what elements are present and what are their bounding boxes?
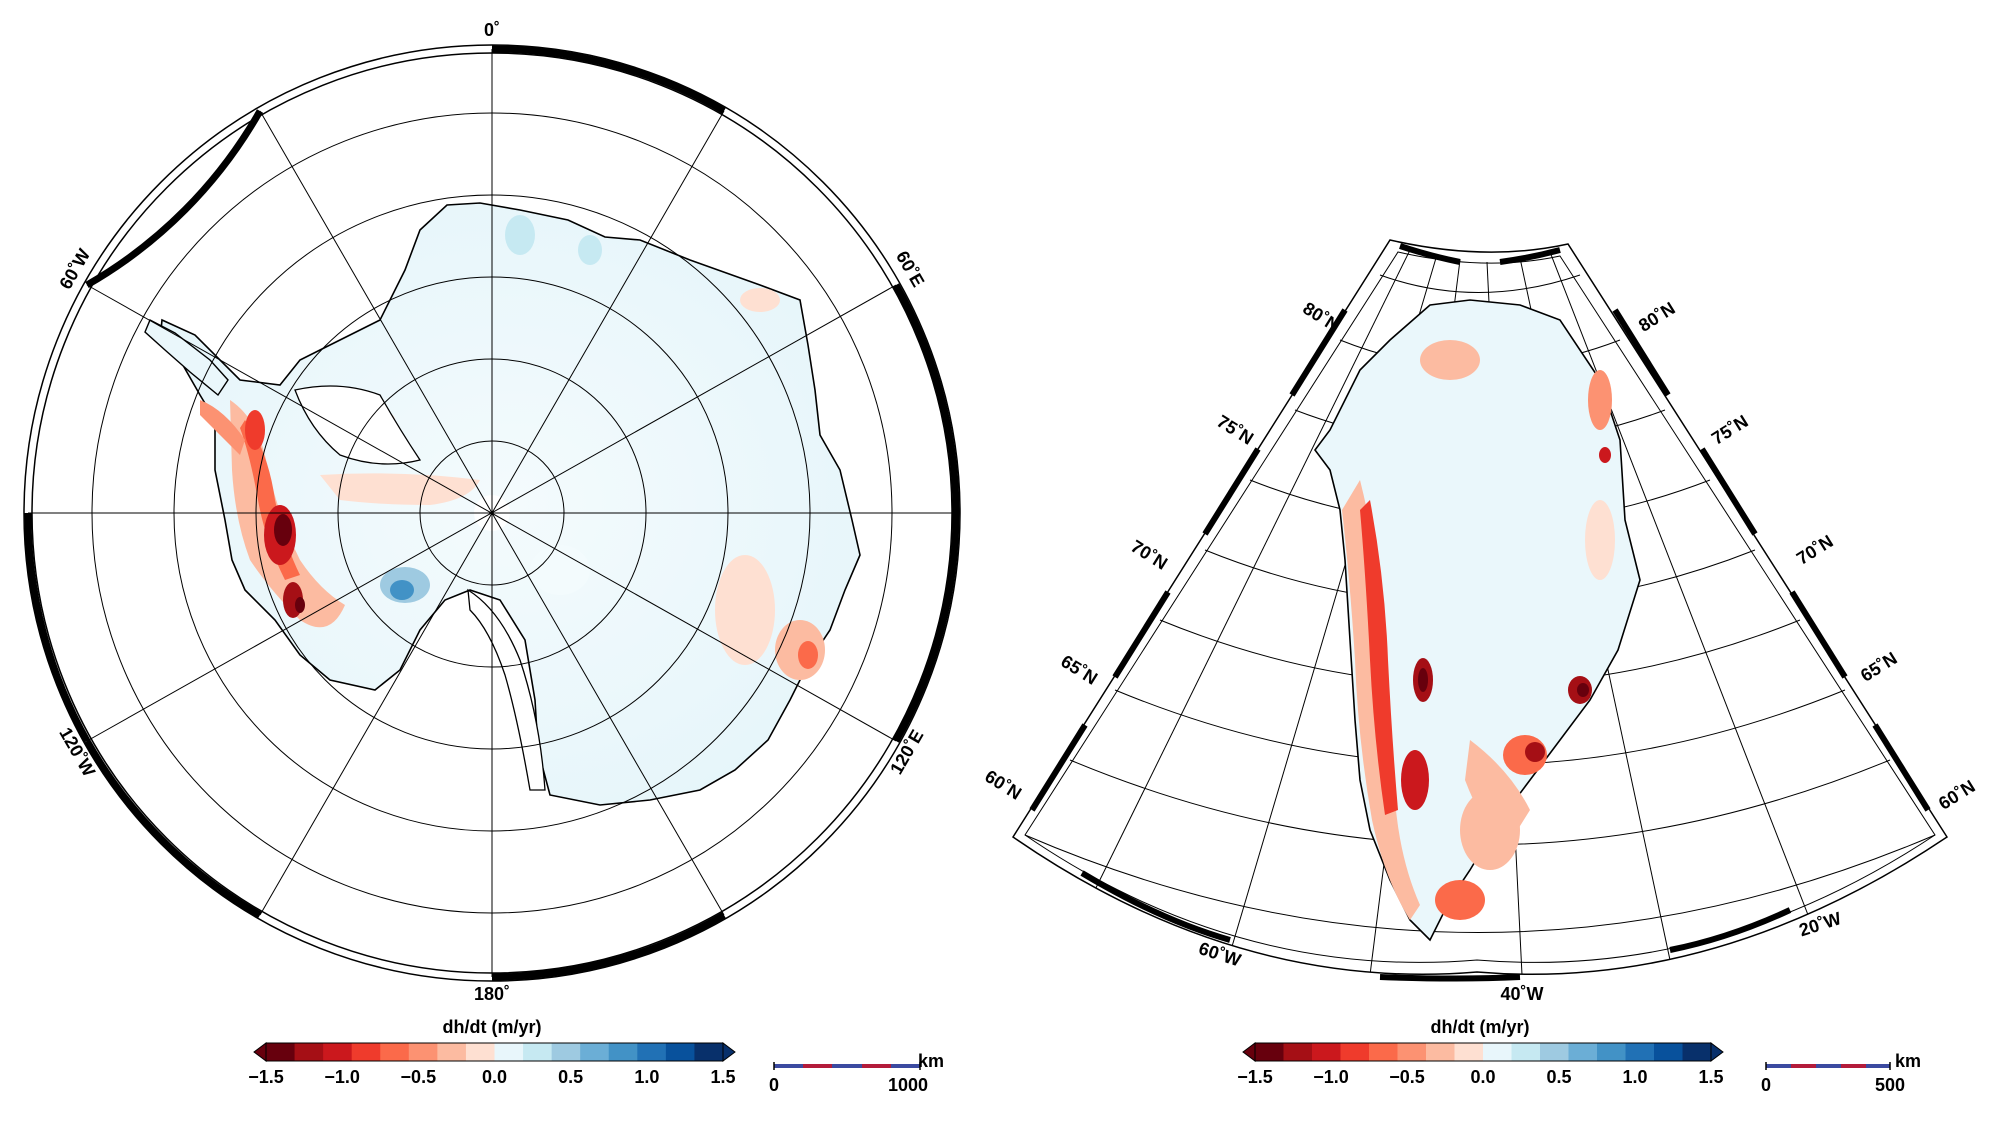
ant-colorbar-ticks: −1.5 −1.0 −0.5 0.0 0.5 1.0 1.5 [248,1067,735,1087]
grl-colorbar-swatch [1540,1043,1569,1061]
grl-colorbar-swatch [1597,1043,1626,1061]
grl-colorbar-tick-label: −1.0 [1313,1067,1349,1087]
ant-colorbar-tick-label: −1.0 [324,1067,360,1087]
antarctica-graticule [28,49,956,977]
ronne-ice-shelf [294,385,422,465]
grl-colorbar-swatch [1426,1043,1455,1061]
greenland-frame-bars [1029,243,1931,982]
ant-colorbar [253,1042,736,1062]
ant-colorbar-swatch [437,1043,467,1061]
ant-colorbar-tick-label: −0.5 [401,1067,437,1087]
grl-colorbar-title: dh/dt (m/yr) [1431,1017,1530,1037]
grl-colorbar-tick-label: −1.5 [1237,1067,1273,1087]
ant-colorbar-swatch [323,1043,353,1061]
ant-colorbar-swatch [266,1043,296,1061]
grl-colorbar-swatch [1312,1043,1341,1061]
grl-lon-label-40w: 40˚W [1500,984,1543,1004]
grl-colorbar-swatch [1625,1043,1655,1061]
ant-colorbar-swatch [494,1043,524,1061]
ant-colorbar-tick-label: 1.0 [634,1067,659,1087]
grl-lat-label-left-65: 65˚N [1057,651,1101,689]
grl-colorbar-tick-label: 0.0 [1470,1067,1495,1087]
grl-lat-label-left-75: 75˚N [1213,411,1257,449]
antarctica-frame-outer [23,44,961,982]
grl-colorbar-tick-label: 0.5 [1546,1067,1571,1087]
ant-colorbar-outline [265,1042,724,1062]
ant-colorbar-swatch [408,1043,438,1061]
grl-colorbar-swatch [1682,1043,1712,1061]
grl-colorbar-tick-label: 1.5 [1698,1067,1723,1087]
ant-colorbar-swatch [523,1043,553,1061]
ant-colorbar-tick-label: −1.5 [248,1067,284,1087]
greenland-legend: dh/dt (m/yr) −1.5 −1.0 −0.5 0.0 0.5 1.0 1.5 km… [1237,1017,1921,1095]
grl-colorbar-swatch [1397,1043,1427,1061]
ross-ice-shelf [467,588,546,791]
ant-scalebar-end: 1000 [888,1075,928,1095]
grl-colorbar-swatch [1483,1043,1512,1061]
ant-colorbar-swatch [551,1043,581,1061]
ant-colorbar-swatch [294,1043,324,1061]
grl-lat-label-right-75: 75˚N [1708,411,1752,449]
ant-colorbar-cap-right [722,1042,736,1062]
ant-colorbar-cap-left [253,1042,267,1062]
grl-colorbar-swatch [1654,1043,1683,1061]
greenland-map: 80˚N 75˚N 70˚N 65˚N 60˚N 80˚N 75˚N 70˚N … [981,239,1979,1004]
greenland-dhdt-field [1342,340,1615,920]
grl-colorbar-swatch [1454,1043,1484,1061]
antarctica-legend: dh/dt (m/yr) −1.5 −1.0 −0.5 0.0 0.5 1.0 1.5 km… [248,1017,944,1095]
grl-colorbar-swatch [1568,1043,1598,1061]
antarctica-ice-sheet [159,202,861,806]
grl-colorbar-outline [1254,1042,1712,1062]
grl-lat-label-right-60: 60˚N [1935,776,1979,814]
ant-colorbar-swatch [380,1043,410,1061]
ant-colorbar-title: dh/dt (m/yr) [443,1017,542,1037]
grl-lat-label-right-80: 80˚N [1635,298,1679,336]
grl-colorbar-tick-label: −0.5 [1389,1067,1425,1087]
greenland-ice-sheet [1314,299,1641,942]
ant-colorbar-swatch [637,1043,667,1061]
grl-lat-label-left-70: 70˚N [1127,536,1171,574]
ant-label-60e: 60˚E [892,248,928,291]
grl-colorbar [1242,1042,1724,1062]
antarctica-map: 0˚ 180˚ 60˚W 60˚E 120˚W 120˚E [23,20,961,1004]
ant-colorbar-swatch [694,1043,724,1061]
grl-colorbar-swatch [1369,1043,1398,1061]
grl-colorbar-swatch [1340,1043,1370,1061]
ant-colorbar-tick-label: 0.0 [482,1067,507,1087]
grl-lat-label-right-65: 65˚N [1857,648,1901,686]
grl-scalebar-unit: km [1895,1051,1921,1071]
ant-colorbar-swatch [608,1043,638,1061]
ant-scalebar: km 0 1000 [769,1051,944,1095]
ant-colorbar-tick-label: 1.5 [710,1067,735,1087]
grl-scalebar: km 0 500 [1761,1051,1921,1095]
ant-colorbar-swatch [465,1043,495,1061]
grl-colorbar-swatch [1511,1043,1541,1061]
ant-colorbar-swatch [580,1043,610,1061]
ant-label-180: 180˚ [474,984,510,1004]
antarctica-frame-bars [24,45,960,981]
ant-scalebar-unit: km [918,1051,944,1071]
antarctic-peninsula [144,319,229,397]
grl-colorbar-ticks: −1.5 −1.0 −0.5 0.0 0.5 1.0 1.5 [1237,1067,1723,1087]
grl-colorbar-tick-label: 1.0 [1622,1067,1647,1087]
grl-colorbar-cap-left [1242,1042,1256,1062]
grl-lat-label-left-60: 60˚N [981,766,1025,804]
grl-colorbar-swatch [1255,1043,1284,1061]
ant-scalebar-start: 0 [769,1075,779,1095]
ant-colorbar-tick-label: 0.5 [558,1067,583,1087]
grl-scalebar-end: 500 [1875,1075,1905,1095]
ant-label-0: 0˚ [484,20,500,40]
grl-colorbar-cap-right [1710,1042,1724,1062]
grl-colorbar-swatch [1283,1043,1313,1061]
grl-scalebar-start: 0 [1761,1075,1771,1095]
ant-colorbar-swatch [665,1043,695,1061]
antarctica-dhdt-field [200,215,825,680]
ant-colorbar-swatch [351,1043,381,1061]
grl-lat-label-right-70: 70˚N [1793,531,1837,569]
